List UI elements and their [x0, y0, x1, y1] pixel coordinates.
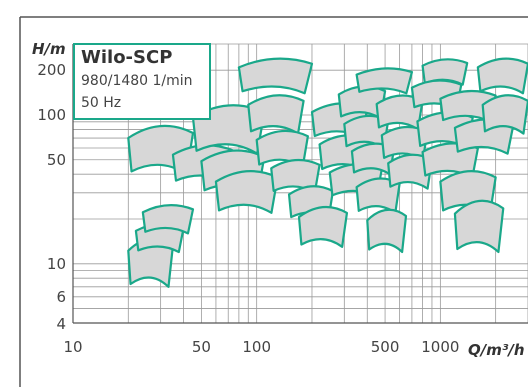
- pump-range-area: [214, 170, 279, 214]
- pump-range-area: [387, 153, 434, 190]
- pump-range-area: [453, 118, 515, 155]
- y-tick-label: 50: [47, 151, 66, 169]
- x-tick-label: 50: [192, 338, 211, 356]
- pump-range-area: [237, 57, 314, 95]
- y-tick-label: 200: [37, 61, 66, 79]
- label-layer: 10 50 100 500 1000 200 100 50 10 6 4 H/m Q/m³/h: [32, 40, 525, 359]
- x-tick-label: 10: [63, 338, 82, 356]
- y-tick-label: 100: [37, 106, 66, 124]
- pump-range-area: [481, 94, 528, 135]
- x-tick-label: 500: [371, 338, 400, 356]
- x-axis-label: Q/m³/h: [468, 341, 525, 359]
- pump-range-area: [247, 94, 305, 135]
- legend-box: Wilo-SCP 980/1480 1/min 50 Hz: [73, 43, 211, 120]
- x-tick-label: 100: [242, 338, 271, 356]
- y-axis-label: H/m: [32, 40, 66, 58]
- frame-layer: [19, 16, 528, 387]
- pump-range-area: [141, 204, 195, 235]
- pump-range-area: [297, 206, 349, 248]
- speed-label: 980/1480 1/min: [81, 73, 193, 89]
- frequency-label: 50 Hz: [81, 95, 122, 111]
- pump-range-area: [476, 57, 528, 95]
- pump-range-area: [453, 199, 505, 254]
- chart-title: Wilo-SCP: [81, 47, 173, 68]
- x-tick-label: 1000: [421, 338, 459, 356]
- y-tick-label: 4: [56, 315, 66, 333]
- y-tick-label: 10: [47, 255, 66, 273]
- pump-range-area: [355, 67, 414, 95]
- y-tick-label: 6: [56, 288, 66, 306]
- patch-layer: [127, 57, 528, 288]
- pump-range-area: [366, 208, 408, 254]
